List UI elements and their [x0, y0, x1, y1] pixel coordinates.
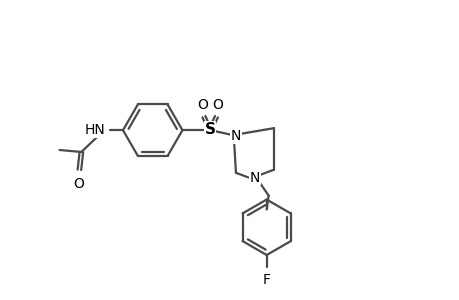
Text: N: N — [249, 171, 259, 185]
Text: N: N — [230, 129, 241, 143]
Text: O: O — [73, 177, 84, 191]
Text: HN: HN — [84, 123, 105, 137]
Text: F: F — [262, 273, 270, 287]
Text: O: O — [212, 98, 223, 112]
Text: S: S — [204, 122, 215, 137]
Text: O: O — [197, 98, 208, 112]
